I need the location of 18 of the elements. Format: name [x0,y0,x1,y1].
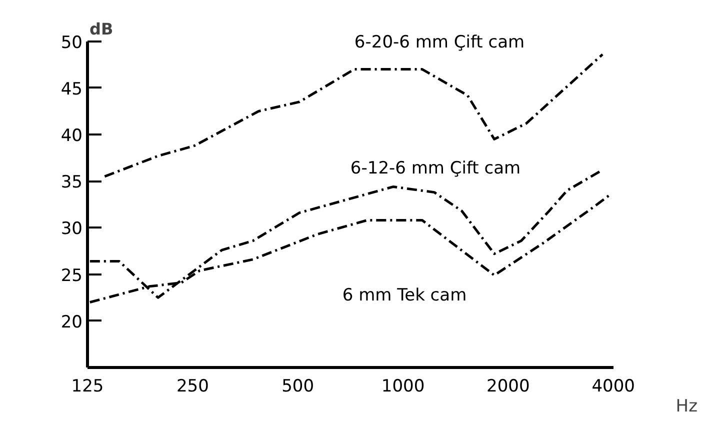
x-tick-label: 500 [282,376,314,396]
y-tick-label: 25 [60,266,83,286]
x-tick-label: 250 [176,376,209,396]
y-tick-label: 40 [60,126,83,146]
y-axis-title: dB [90,19,114,38]
series-label: 6 mm Tek cam [342,286,467,306]
x-tick-label: 125 [71,376,104,396]
y-tick-label: 30 [60,219,83,240]
series-label: 6-20-6 mm Çift cam [354,32,525,52]
y-tick-label: 20 [60,312,83,332]
x-axis-title: Hz [676,396,698,416]
series-label: 6-12-6 mm Çift cam [350,158,521,178]
y-tick-label: 45 [60,79,83,100]
x-tick-label: 2000 [486,376,530,396]
x-tick-label: 4000 [592,376,635,396]
x-tick-label: 1000 [381,376,425,396]
y-tick-label: 35 [60,172,83,193]
y-tick-label: 50 [60,32,83,53]
